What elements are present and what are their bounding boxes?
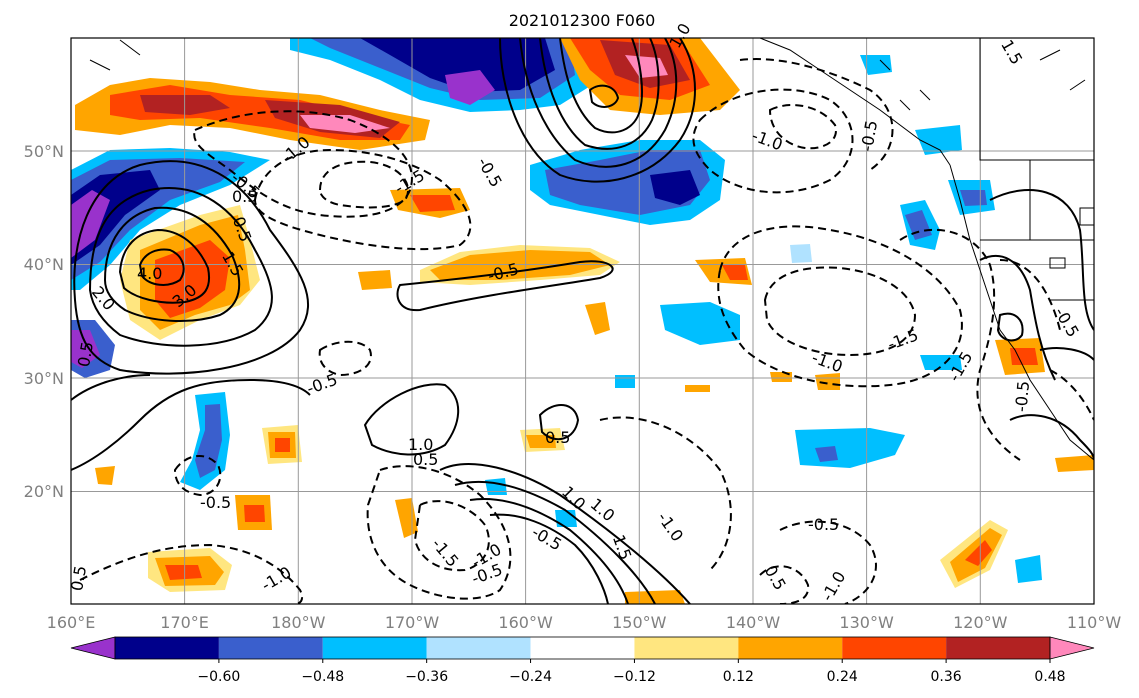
contour-label: -0.5 bbox=[200, 493, 231, 512]
lon-tick-label: 170°E bbox=[160, 613, 209, 632]
contour-label: 0.5 bbox=[232, 187, 257, 206]
colorbar-segment bbox=[634, 637, 739, 659]
colorbar-segment bbox=[530, 637, 635, 659]
colorbar-tick-label: 0.48 bbox=[1034, 669, 1065, 685]
colorbar-frame bbox=[114, 636, 1051, 660]
contour-negative-1 bbox=[193, 110, 413, 218]
contour-label: 4.0 bbox=[137, 264, 162, 283]
contour-label: -0.5 bbox=[1011, 380, 1033, 413]
colorbar-segment bbox=[322, 637, 427, 659]
lon-tick-label: 150°W bbox=[612, 613, 667, 632]
contour-label: 0.5 bbox=[413, 450, 438, 469]
colorbar-tick-label: 0.12 bbox=[723, 669, 754, 685]
lat-tick-label: 20°N bbox=[24, 482, 64, 501]
coastlines bbox=[89, 37, 1095, 461]
lon-tick-label: 130°W bbox=[839, 613, 894, 632]
lon-tick-label: 140°W bbox=[726, 613, 781, 632]
contour-label: 0.5 bbox=[74, 340, 97, 368]
lon-tick-label: 180°W bbox=[271, 613, 326, 632]
colorbar-tick-label: 0.36 bbox=[931, 669, 962, 685]
colorbar-segment bbox=[946, 637, 1050, 659]
colorbar-tick-label: −0.48 bbox=[301, 669, 344, 685]
contour-positive-west-1 bbox=[73, 160, 309, 375]
colorbar-tick-label: −0.60 bbox=[197, 669, 240, 685]
colorbar-segment bbox=[426, 637, 531, 659]
contour-label: 0.5 bbox=[67, 564, 90, 592]
plot-frame bbox=[70, 37, 1095, 605]
colorbar-tick-label: 0.24 bbox=[827, 669, 858, 685]
lon-tick-label: 110°W bbox=[1067, 613, 1122, 632]
contour-layer bbox=[71, 38, 1094, 604]
colorbar: −0.60 −0.48 −0.36 −0.24 −0.12 0.12 0.24 0.36 0.4… bbox=[70, 636, 1139, 685]
figure-title: 2021012300 F060 bbox=[509, 11, 656, 30]
colorbar-tick-label: −0.12 bbox=[613, 669, 656, 685]
lon-tick-labels: 160°E 170°E 180°W 170°W 160°W 150°W 140°… bbox=[47, 613, 1122, 632]
colorbar-segment bbox=[218, 637, 323, 659]
colorbar-extension-high bbox=[1049, 636, 1095, 660]
contour-positive-north bbox=[499, 38, 696, 183]
colorbar-tick-label: −0.36 bbox=[405, 669, 448, 685]
lon-tick-label: 160°E bbox=[47, 613, 96, 632]
colorbar-segment bbox=[115, 637, 219, 659]
lat-tick-label: 40°N bbox=[24, 255, 64, 274]
lon-tick-label: 120°W bbox=[953, 613, 1008, 632]
contour-label: 1.0 bbox=[408, 435, 433, 454]
colorbar-segment bbox=[842, 637, 947, 659]
lon-tick-label: 160°W bbox=[498, 613, 553, 632]
lat-tick-label: 50°N bbox=[24, 142, 64, 161]
colorbar-extension-low bbox=[70, 636, 116, 660]
contour-positive-south bbox=[439, 463, 691, 604]
colorbar-segment bbox=[738, 637, 843, 659]
contour-label: -0.5 bbox=[808, 515, 839, 534]
lon-tick-label: 170°W bbox=[385, 613, 440, 632]
colorbar-tick-label: −0.24 bbox=[509, 669, 552, 685]
contour-label: 0.5 bbox=[545, 428, 570, 447]
lat-tick-labels: 50°N 40°N 30°N 20°N bbox=[24, 142, 64, 501]
lat-tick-label: 30°N bbox=[24, 369, 64, 388]
